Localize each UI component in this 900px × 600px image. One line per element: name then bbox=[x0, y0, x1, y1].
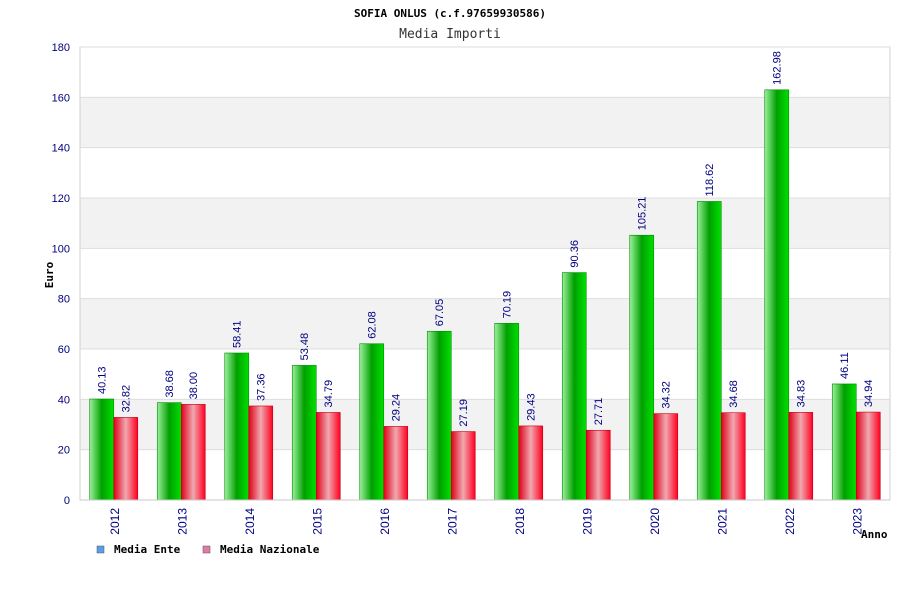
bar-media-ente bbox=[494, 323, 520, 501]
y-tick-label: 20 bbox=[58, 445, 70, 457]
data-label-media-ente: 118.62 bbox=[704, 164, 716, 197]
x-axis-ticks: 2012 2013 2014 2015 2016 2017 2018 2019 2020 2021… bbox=[108, 508, 865, 535]
x-tick-label: 2020 bbox=[648, 508, 662, 535]
data-label-media-nazionale: 34.68 bbox=[728, 380, 740, 408]
y-tick-label: 40 bbox=[58, 394, 70, 406]
bar-media-nazionale bbox=[180, 404, 206, 501]
chart-title: SOFIA ONLUS (c.f.97659930586) bbox=[354, 7, 546, 20]
data-label-media-ente: 46.11 bbox=[839, 352, 851, 379]
bar-media-nazionale bbox=[720, 412, 746, 501]
bar-media-nazionale bbox=[788, 412, 814, 501]
data-label-media-ente: 67.05 bbox=[434, 299, 446, 327]
data-label-media-ente: 62.08 bbox=[367, 311, 379, 339]
data-label-media-nazionale: 32.82 bbox=[121, 385, 133, 413]
x-tick-label: 2013 bbox=[175, 508, 189, 535]
x-tick-label: 2023 bbox=[850, 508, 864, 535]
x-tick-label: 2016 bbox=[378, 508, 392, 535]
y-tick-label: 80 bbox=[58, 294, 70, 306]
bar-media-ente bbox=[156, 402, 182, 501]
x-tick-label: 2021 bbox=[715, 508, 729, 535]
x-tick-label: 2015 bbox=[310, 508, 324, 535]
data-label-media-nazionale: 27.71 bbox=[593, 398, 605, 426]
bar-media-nazionale bbox=[653, 413, 679, 501]
bar-media-ente bbox=[426, 330, 452, 501]
data-label-media-nazionale: 27.19 bbox=[458, 399, 470, 427]
data-label-media-ente: 58.41 bbox=[232, 320, 244, 348]
x-axis-label: Anno bbox=[861, 528, 888, 541]
data-label-media-nazionale: 29.24 bbox=[391, 394, 403, 422]
x-tick-label: 2019 bbox=[580, 508, 594, 535]
bar-media-ente bbox=[696, 201, 722, 501]
bar-media-nazionale bbox=[113, 417, 139, 501]
data-label-media-nazionale: 34.79 bbox=[323, 380, 335, 408]
data-label-media-ente: 40.13 bbox=[97, 366, 109, 394]
x-tick-label: 2018 bbox=[513, 508, 527, 535]
legend-swatch-nazionale bbox=[202, 545, 211, 554]
data-label-media-nazionale: 29.43 bbox=[526, 393, 538, 421]
data-label-media-ente: 162.98 bbox=[772, 51, 784, 85]
bar-media-ente bbox=[89, 398, 115, 501]
data-label-media-ente: 90.36 bbox=[569, 240, 581, 268]
bar-media-nazionale bbox=[383, 426, 409, 501]
x-tick-label: 2017 bbox=[445, 508, 459, 535]
x-tick-label: 2014 bbox=[243, 508, 257, 535]
data-label-media-ente: 70.19 bbox=[502, 291, 514, 319]
bar-media-ente bbox=[291, 365, 317, 501]
bar-media-nazionale bbox=[248, 405, 274, 501]
bar-media-nazionale bbox=[585, 429, 611, 501]
x-tick-label: 2022 bbox=[783, 508, 797, 535]
data-label-media-nazionale: 34.32 bbox=[661, 381, 673, 409]
bar-media-ente bbox=[831, 383, 857, 501]
bar-media-ente bbox=[224, 352, 250, 501]
legend-label-nazionale: Media Nazionale bbox=[220, 543, 320, 556]
legend-label-ente: Media Ente bbox=[114, 543, 181, 556]
grid-band bbox=[80, 298, 890, 349]
legend: Media Ente Media Nazionale bbox=[96, 543, 320, 556]
data-label-media-ente: 105.21 bbox=[637, 197, 649, 231]
grid-band bbox=[80, 97, 890, 148]
grid-band bbox=[80, 399, 890, 450]
y-tick-label: 180 bbox=[52, 42, 70, 54]
y-tick-label: 0 bbox=[64, 495, 70, 507]
data-label-media-ente: 38.68 bbox=[164, 370, 176, 398]
bar-media-ente bbox=[629, 234, 655, 501]
chart-subtitle: Media Importi bbox=[399, 27, 501, 42]
data-label-media-nazionale: 37.36 bbox=[256, 373, 268, 401]
bars: 40.13 32.82 38.68 38.00 58.41 37.36 53.48 34.79… bbox=[89, 51, 881, 501]
y-tick-label: 120 bbox=[52, 193, 70, 205]
x-tick-label: 2012 bbox=[108, 508, 122, 535]
y-axis-label: Euro bbox=[43, 261, 56, 288]
y-tick-label: 160 bbox=[52, 92, 70, 104]
data-label-media-nazionale: 34.83 bbox=[796, 380, 808, 408]
bar-media-ente bbox=[764, 89, 790, 501]
bar-media-nazionale bbox=[315, 412, 341, 501]
grid-band bbox=[80, 198, 890, 249]
bar-media-nazionale bbox=[855, 411, 881, 501]
bar-media-ente bbox=[359, 343, 385, 501]
bar-media-ente bbox=[561, 272, 587, 501]
grid-bands bbox=[80, 97, 890, 450]
bar-media-nazionale bbox=[518, 425, 544, 501]
bar-media-nazionale bbox=[450, 431, 476, 501]
data-label-media-nazionale: 38.00 bbox=[188, 372, 200, 400]
y-tick-label: 60 bbox=[58, 344, 70, 356]
data-label-media-ente: 53.48 bbox=[299, 333, 311, 361]
legend-swatch-ente bbox=[96, 545, 105, 554]
y-tick-label: 140 bbox=[52, 143, 70, 155]
y-axis-ticks: 0 20 40 60 80 100 120 140 160 180 bbox=[52, 42, 70, 507]
data-label-media-nazionale: 34.94 bbox=[863, 380, 875, 408]
y-tick-label: 100 bbox=[52, 243, 70, 255]
